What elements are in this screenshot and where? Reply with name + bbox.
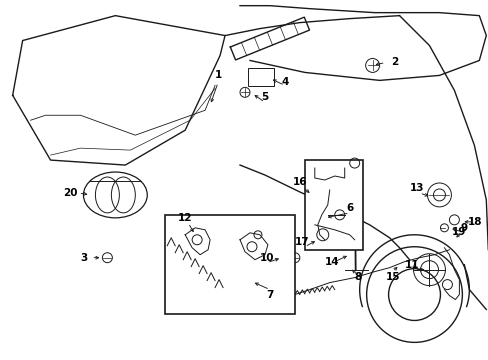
Text: 18: 18 [467, 217, 482, 227]
Bar [304, 160, 362, 250]
Text: 11: 11 [405, 260, 419, 270]
Text: 19: 19 [451, 227, 466, 237]
Text: 2: 2 [390, 58, 397, 67]
Bar [165, 215, 294, 315]
Text: 12: 12 [178, 213, 192, 223]
Text: 10: 10 [259, 253, 274, 263]
Text: 6: 6 [346, 203, 353, 213]
Text: 17: 17 [294, 237, 308, 247]
Text: 7: 7 [265, 289, 273, 300]
Text: 8: 8 [353, 272, 361, 282]
Text: 20: 20 [63, 188, 78, 198]
Text: 13: 13 [409, 183, 424, 193]
Text: 14: 14 [324, 257, 338, 267]
Text: 5: 5 [261, 92, 268, 102]
Text: 4: 4 [281, 77, 288, 87]
Text: 3: 3 [80, 253, 87, 263]
Text: 16: 16 [292, 177, 306, 187]
Text: 15: 15 [385, 272, 399, 282]
Text: 1: 1 [214, 71, 221, 80]
Text: 9: 9 [460, 223, 467, 233]
Bar [247, 68, 273, 86]
